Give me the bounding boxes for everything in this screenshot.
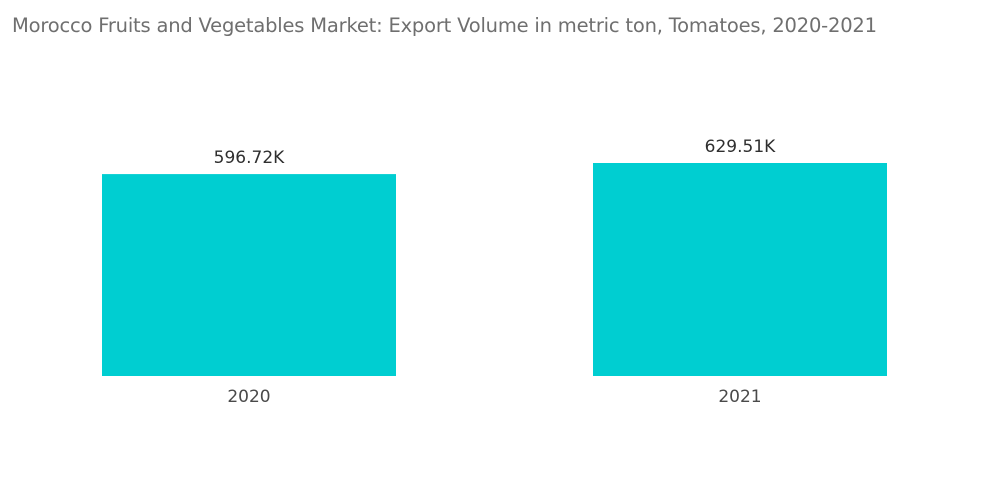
bars-layer <box>102 163 887 376</box>
ticks-layer: 2020 2021 <box>227 387 761 407</box>
labels-layer: 596.72K 629.51K <box>214 137 776 168</box>
bar-2021 <box>593 163 887 376</box>
x-tick-label-2021: 2021 <box>718 387 761 407</box>
bar-2020 <box>102 174 396 376</box>
x-tick-label-2020: 2020 <box>227 387 270 407</box>
data-label-2021: 629.51K <box>705 137 776 157</box>
data-label-2020: 596.72K <box>214 148 285 168</box>
chart-title: Morocco Fruits and Vegetables Market: Ex… <box>12 14 877 37</box>
